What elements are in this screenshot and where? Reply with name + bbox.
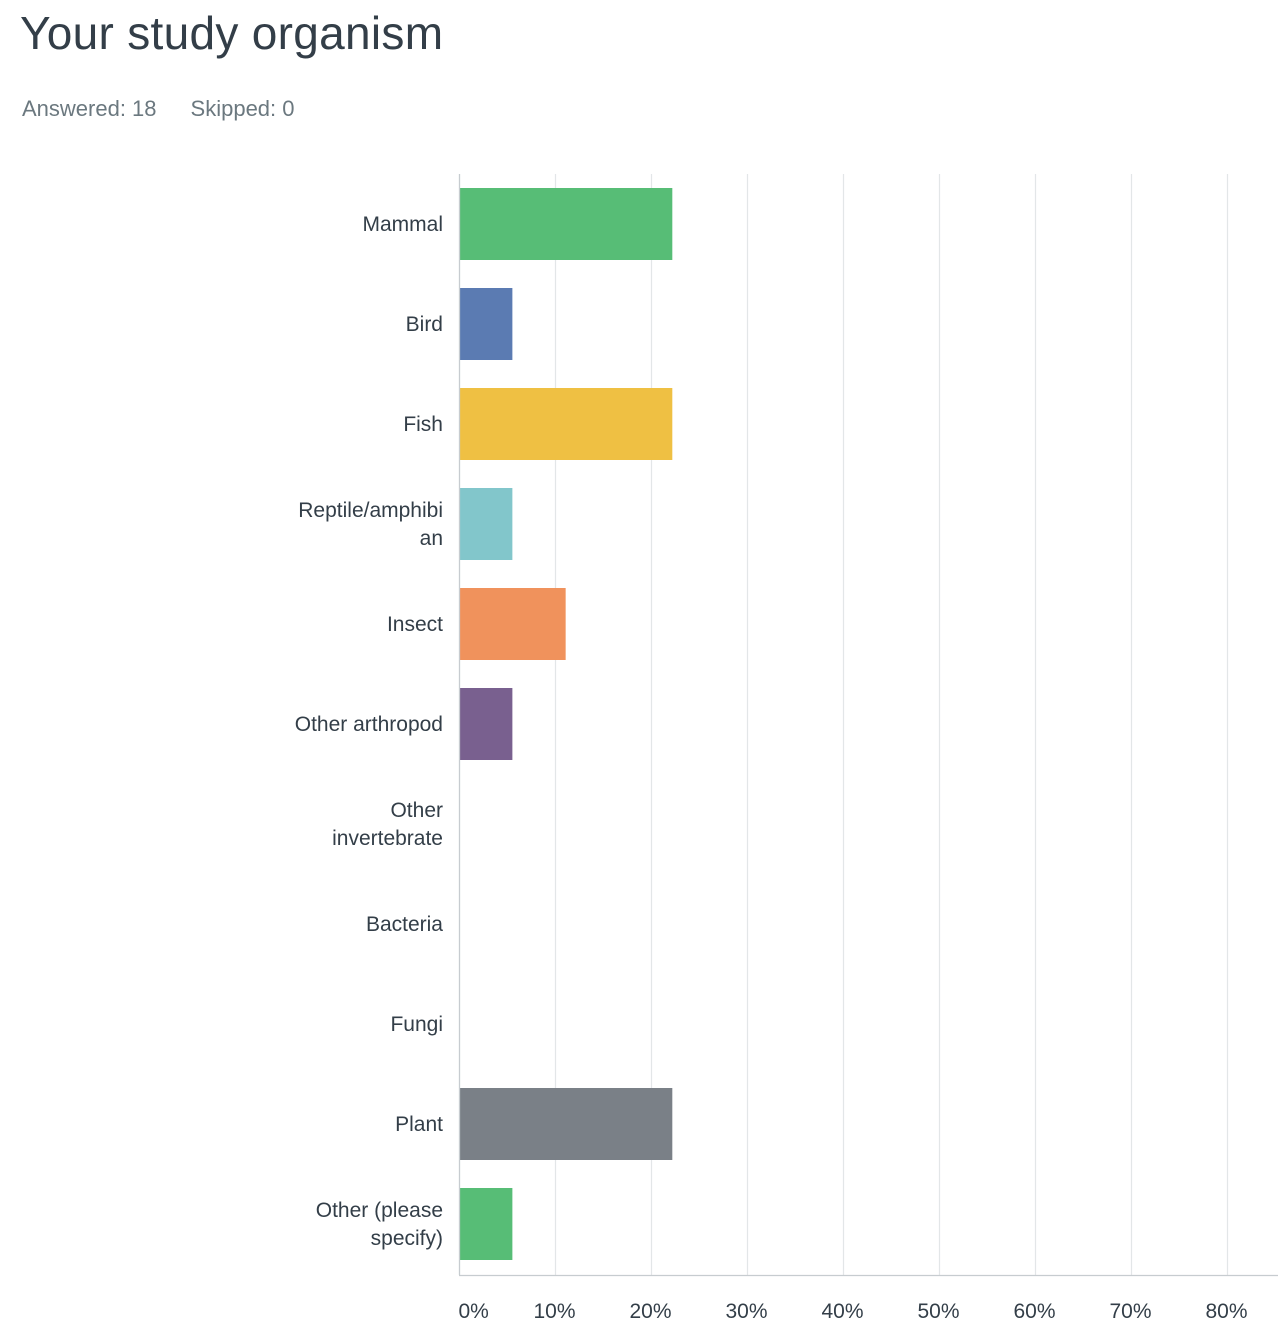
bar[interactable]: [460, 288, 513, 360]
category-label: Other arthropod: [295, 713, 443, 736]
answered-count: Answered: 18: [22, 96, 157, 121]
x-tick-label: 0%: [459, 1300, 489, 1323]
x-tick-label: 20%: [629, 1300, 671, 1323]
bar[interactable]: [460, 488, 513, 560]
x-tick-label: 50%: [917, 1300, 959, 1323]
category-label: Fungi: [390, 1013, 443, 1036]
category-label: Other: [390, 799, 443, 822]
bar[interactable]: [460, 688, 513, 760]
category-label: Bird: [406, 313, 443, 336]
x-tick-label: 10%: [533, 1300, 575, 1323]
x-tick-label: 30%: [725, 1300, 767, 1323]
category-label: Plant: [395, 1113, 443, 1136]
category-label: Other (please: [316, 1199, 443, 1222]
response-stats: Answered: 18 Skipped: 0: [22, 96, 295, 122]
x-axis-tick-labels: 0% 10% 20% 30% 40% 50% 60% 70% 80%: [459, 1300, 1248, 1323]
skipped-count: Skipped: 0: [190, 96, 295, 121]
x-tick-label: 60%: [1013, 1300, 1055, 1323]
x-tick-label: 80%: [1205, 1300, 1247, 1323]
category-label: invertebrate: [332, 827, 443, 850]
x-tick-label: 40%: [821, 1300, 863, 1323]
x-tick-label: 70%: [1109, 1300, 1151, 1323]
category-labels: Mammal Bird Fish Reptile/amphibi an Insect Oth…: [295, 213, 444, 1250]
category-label: specify): [371, 1227, 443, 1250]
chart-axes: [458, 174, 1278, 1277]
bar[interactable]: [460, 188, 673, 260]
bar[interactable]: [460, 1088, 673, 1160]
category-label: Mammal: [362, 213, 443, 236]
page-title: Your study organism: [20, 7, 444, 59]
category-label: Bacteria: [366, 913, 443, 936]
chart-bars: [460, 188, 673, 1260]
category-label: Fish: [403, 413, 443, 436]
category-label: Insect: [387, 613, 443, 636]
category-label: Reptile/amphibi: [298, 499, 443, 522]
bar[interactable]: [460, 388, 673, 460]
bar[interactable]: [460, 1188, 513, 1260]
bar[interactable]: [460, 588, 566, 660]
category-label: an: [420, 527, 443, 550]
